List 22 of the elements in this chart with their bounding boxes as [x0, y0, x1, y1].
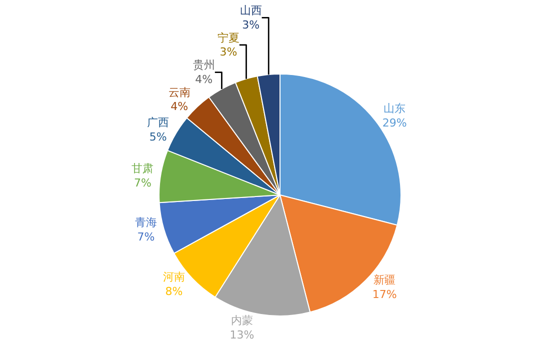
- slice-label: 新疆: [374, 274, 396, 287]
- data-label: 17%: [372, 288, 397, 302]
- data-label: 5%: [149, 130, 167, 144]
- slice-label: 内蒙: [231, 314, 254, 328]
- data-label: 7%: [137, 230, 155, 244]
- slice-label: 广西: [147, 116, 170, 130]
- data-label: 4%: [195, 72, 213, 86]
- data-label: 3%: [242, 18, 260, 32]
- data-label: 3%: [220, 46, 238, 59]
- slice-label: 河南: [163, 270, 185, 284]
- data-label: 8%: [165, 284, 183, 298]
- data-label: 7%: [134, 176, 152, 190]
- slice-label: 贵州: [192, 58, 215, 72]
- slice-label: 宁夏: [217, 31, 240, 44]
- data-label: 4%: [170, 100, 188, 114]
- slice-label: 青海: [135, 216, 158, 230]
- data-label: 29%: [382, 116, 407, 130]
- slice-label: 山东: [384, 102, 406, 116]
- data-label: 13%: [230, 328, 254, 342]
- slice-label: 甘肃: [132, 162, 154, 176]
- slice-label: 山西: [240, 4, 262, 18]
- slice-label: 云南: [168, 86, 190, 99]
